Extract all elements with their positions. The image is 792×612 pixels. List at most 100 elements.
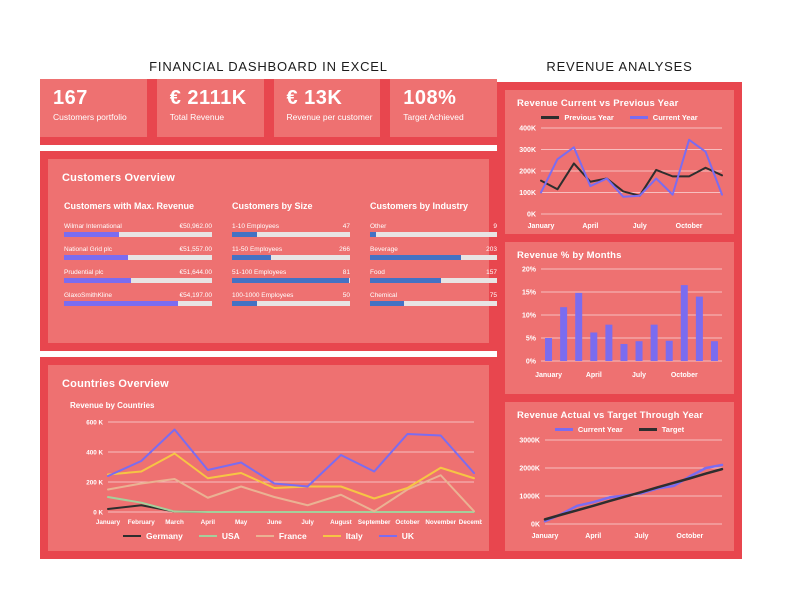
group-title: Customers with Max. Revenue — [64, 201, 195, 211]
countries-overview-inner: Countries Overview Revenue by Countries … — [48, 365, 490, 551]
bar-row-prudential-plc: Prudential plc €51,644.00 — [64, 269, 212, 283]
bar-label: Wilmar International — [64, 223, 122, 230]
revenue-percent-section[interactable]: Revenue % by Months 0% 5% 10% 15% 20% January… — [505, 242, 734, 394]
bar-track — [64, 232, 212, 237]
current-vs-previous-legend: Previous Year Current Year — [505, 109, 734, 122]
svg-text:January: January — [532, 533, 559, 540]
kpi-value: 167 — [53, 87, 88, 109]
revenue-percent-title: Revenue % by Months — [517, 250, 622, 261]
bar-row-food: Food 157 — [370, 269, 497, 283]
actual-vs-target-line-chart[interactable]: 0K 1000K 2000K 3000K January April July October — [505, 434, 734, 545]
svg-text:January: January — [96, 519, 121, 526]
bar-value: €51,557.00 — [179, 246, 212, 253]
bar-label: Food — [370, 269, 385, 276]
svg-text:300K: 300K — [519, 147, 536, 154]
actual-vs-target-title: Revenue Actual vs Target Through Year — [517, 410, 704, 421]
countries-legend: Germany USA France Italy UK — [48, 531, 489, 541]
bar-value: 9 — [493, 223, 497, 230]
bar-value: 157 — [486, 269, 497, 276]
legend-label: France — [278, 531, 307, 541]
bar-row-national-grid-plc: National Grid plc €51,557.00 — [64, 246, 212, 260]
legend-label: Target — [661, 425, 685, 434]
current-vs-previous-line-chart[interactable]: 0K 100K 200K 300K 400K January April July Octobe… — [505, 122, 734, 235]
legend-item-usa: USA — [198, 531, 240, 541]
bar-fill — [370, 301, 405, 306]
svg-text:March: March — [165, 519, 184, 526]
countries-overview-panel: Countries Overview Revenue by Countries … — [40, 357, 497, 559]
current-vs-previous-section[interactable]: Revenue Current vs Previous Year Previou… — [505, 90, 734, 234]
legend-label: Current Year — [652, 113, 698, 122]
bar-value: €51,644.00 — [179, 269, 212, 276]
svg-text:August: August — [330, 519, 353, 526]
svg-text:December: December — [459, 519, 482, 526]
countries-line-chart[interactable]: 0 K 200 K 400 K 600 K January February March Ap… — [54, 414, 490, 531]
legend-item-germany: Germany — [123, 531, 183, 541]
group-customers-with-max-revenue: Customers with Max. Revenue Wilmar Intern… — [64, 201, 212, 315]
bar-value: 81 — [342, 269, 350, 276]
bar-track — [64, 255, 212, 260]
bar-label: Beverage — [370, 246, 398, 253]
legend-item-france: France — [255, 531, 307, 541]
revenue-percent-bar-chart[interactable]: 0% 5% 10% 15% 20% January April July October — [505, 261, 734, 384]
kpi-value: 108% — [403, 87, 457, 109]
svg-text:0K: 0K — [531, 522, 540, 529]
bar-fill — [232, 255, 271, 260]
bar-track — [370, 301, 497, 306]
right-column: Revenue Current vs Previous Year Previou… — [497, 82, 742, 559]
legend-swatch — [198, 534, 217, 538]
svg-text:July: July — [635, 533, 649, 540]
kpi-card-revenue-per-customer[interactable]: € 13K Revenue per customer — [273, 79, 381, 137]
kpi-strip: 167 Customers portfolio € 2111K Total Reven… — [40, 79, 497, 145]
bar-value: 47 — [342, 223, 350, 230]
svg-text:July: July — [633, 223, 647, 230]
legend-item-uk: UK — [378, 531, 414, 541]
legend-label: Current Year — [577, 425, 623, 434]
legend-item-target: Target — [638, 425, 685, 434]
bar-value: €50,962.00 — [179, 223, 212, 230]
svg-text:January: January — [528, 223, 555, 230]
bar-value: 266 — [339, 246, 350, 253]
svg-text:600 K: 600 K — [86, 420, 103, 427]
svg-text:3000K: 3000K — [519, 438, 540, 445]
legend-item-current-year: Current Year — [629, 113, 698, 122]
svg-text:May: May — [235, 519, 248, 526]
kpi-card-total-revenue[interactable]: € 2111K Total Revenue — [156, 79, 264, 137]
bar-track — [370, 232, 497, 237]
current-vs-previous-title: Revenue Current vs Previous Year — [517, 98, 679, 109]
bar-row-51-100-employees: 51-100 Employees 81 — [232, 269, 350, 283]
bar-row-100-1000-employees: 100-1000 Employees 50 — [232, 292, 350, 306]
svg-text:200K: 200K — [519, 169, 536, 176]
bar-label: 1-10 Employees — [232, 223, 279, 230]
group-customers-by-industry: Customers by Industry Other 9 Beverage 203 Fo… — [370, 201, 497, 315]
bar-track — [370, 278, 497, 283]
svg-text:April: April — [586, 372, 602, 379]
svg-text:0%: 0% — [526, 359, 537, 366]
countries-chart-title: Revenue by Countries — [70, 401, 155, 410]
bar-value: €54,197.00 — [179, 292, 212, 299]
bar-label: 51-100 Employees — [232, 269, 287, 276]
revenue-by-countries-svg: 0 K 200 K 400 K 600 K January February March Ap… — [86, 420, 490, 527]
group-customers-by-size: Customers by Size 1-10 Employees 47 11-50 E… — [232, 201, 350, 315]
header-titles: FINANCIAL DASHBOARD IN EXCEL REVENUE ANA… — [0, 0, 742, 79]
bar-fill — [370, 255, 462, 260]
legend-label: Germany — [146, 531, 183, 541]
bar-label: National Grid plc — [64, 246, 113, 253]
bar-row-glaxosmithkline: GlaxoSmithKline €54,197.00 — [64, 292, 212, 306]
customers-overview-title: Customers Overview — [62, 172, 176, 184]
kpi-card-customers-portfolio[interactable]: 167 Customers portfolio — [40, 79, 147, 137]
legend-item-current-year: Current Year — [554, 425, 623, 434]
svg-text:April: April — [201, 519, 216, 526]
legend-label: UK — [401, 531, 414, 541]
customers-overview-inner: Customers Overview Customers with Max. R… — [48, 159, 497, 343]
bar-row-other: Other 9 — [370, 223, 497, 237]
kpi-card-target-achieved[interactable]: 108% Target Achieved — [390, 79, 497, 137]
actual-vs-target-section[interactable]: Revenue Actual vs Target Through Year Cu… — [505, 402, 734, 551]
bar-fill — [64, 301, 178, 306]
bar-label: Chemical — [370, 292, 398, 299]
customers-overview-panel: Customers Overview Customers with Max. R… — [40, 151, 497, 351]
bar-track — [64, 278, 212, 283]
legend-label: Previous Year — [564, 113, 614, 122]
svg-text:10%: 10% — [522, 313, 537, 320]
svg-text:July: July — [632, 372, 646, 379]
svg-text:0K: 0K — [527, 212, 536, 219]
